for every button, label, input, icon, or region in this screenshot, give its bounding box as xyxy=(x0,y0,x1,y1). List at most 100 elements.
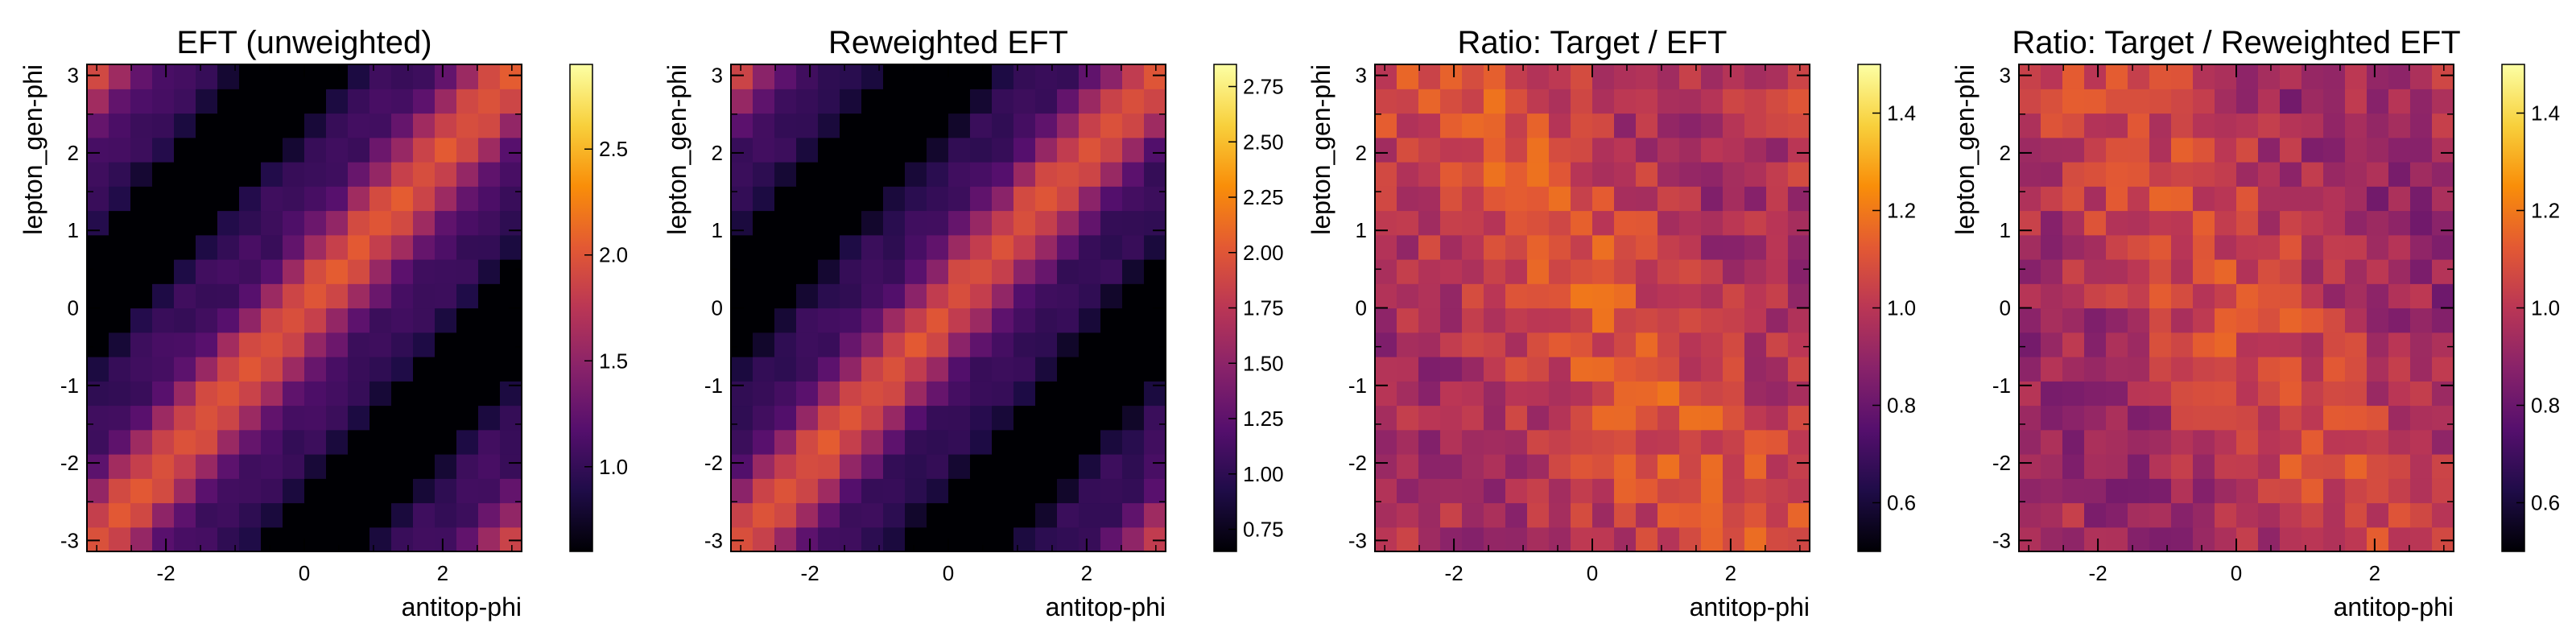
heatmap-cell xyxy=(2215,210,2237,236)
heatmap-cell xyxy=(1122,332,1145,357)
heatmap-cell xyxy=(1766,332,1789,357)
heatmap-cell xyxy=(1122,283,1145,309)
heatmap-cell xyxy=(2345,429,2368,455)
heatmap-cell xyxy=(217,162,240,187)
heatmap-cell xyxy=(1527,259,1550,284)
heatmap-cell xyxy=(883,137,906,163)
heatmap-cell xyxy=(1035,210,1058,236)
heatmap-cell xyxy=(1057,357,1080,382)
heatmap-cell xyxy=(1418,454,1441,479)
colorbar-tick-label: 1.4 xyxy=(1887,101,1916,126)
heatmap-cell xyxy=(905,283,927,309)
heatmap-cell xyxy=(2410,283,2433,309)
heatmap-cell xyxy=(1505,234,1528,260)
heatmap-cell xyxy=(1462,234,1484,260)
heatmap-cell xyxy=(2041,137,2063,163)
heatmap-cell xyxy=(152,283,175,309)
heatmap-cell xyxy=(2280,162,2302,187)
heatmap-cell xyxy=(2367,137,2389,163)
heatmap-cell xyxy=(2128,234,2150,260)
heatmap-cell xyxy=(2019,186,2041,212)
heatmap-cell xyxy=(1527,454,1550,479)
heatmap-cell xyxy=(1657,502,1680,528)
heatmap-cell xyxy=(1549,113,1571,138)
heatmap-cell xyxy=(500,332,522,357)
heatmap-cell xyxy=(1035,186,1058,212)
heatmap-cell xyxy=(500,526,522,552)
heatmap-cell xyxy=(1397,210,1419,236)
heatmap-cell xyxy=(753,454,775,479)
heatmap-cell xyxy=(2345,186,2368,212)
heatmap-cell xyxy=(1657,405,1680,431)
colorbar: 1.01.52.02.5 xyxy=(569,64,628,552)
heatmap-cell xyxy=(2323,283,2346,309)
heatmap-cell xyxy=(1549,429,1571,455)
heatmap-cell xyxy=(2258,526,2281,552)
heatmap-cell xyxy=(1571,308,1593,333)
heatmap-cell xyxy=(196,308,218,333)
heatmap-cell xyxy=(1375,234,1397,260)
heatmap-cell xyxy=(2367,332,2389,357)
heatmap-cell xyxy=(992,89,1014,114)
heatmap-cell xyxy=(2432,162,2454,187)
colorbar-tick-label: 1.75 xyxy=(1243,296,1284,320)
heatmap-cell xyxy=(1057,381,1080,407)
heatmap-cell xyxy=(1505,137,1528,163)
heatmap-cell xyxy=(1614,478,1637,504)
heatmap-cell xyxy=(774,308,797,333)
heatmap-cell xyxy=(391,308,414,333)
heatmap-cell xyxy=(2171,405,2194,431)
heatmap-cell xyxy=(1723,526,1745,552)
heatmap-cell xyxy=(369,210,392,236)
heatmap-cell xyxy=(435,137,457,163)
heatmap-cell xyxy=(2388,502,2411,528)
heatmap-cell xyxy=(261,234,283,260)
heatmap-cell xyxy=(796,283,819,309)
heatmap-cell xyxy=(883,234,906,260)
heatmap-cell xyxy=(1657,162,1680,187)
heatmap-cell xyxy=(1100,454,1123,479)
heatmap-cell xyxy=(261,357,283,382)
heatmap-cell xyxy=(905,381,927,407)
heatmap-cell xyxy=(1035,332,1058,357)
heatmap-cell xyxy=(87,186,109,212)
heatmap-cell xyxy=(1013,381,1036,407)
heatmap-cell xyxy=(130,64,153,89)
heatmap-cell xyxy=(2128,308,2150,333)
heatmap-cell xyxy=(174,283,196,309)
heatmap-cell xyxy=(456,308,479,333)
heatmap-cell xyxy=(369,405,392,431)
heatmap-cell xyxy=(456,332,479,357)
heatmap-cell xyxy=(731,454,753,479)
heatmap-cell xyxy=(2171,89,2194,114)
heatmap-cell xyxy=(2258,89,2281,114)
heatmap-cell xyxy=(2323,64,2346,89)
heatmap-cell xyxy=(1462,259,1484,284)
heatmap-cell xyxy=(992,478,1014,504)
heatmap-cell xyxy=(905,162,927,187)
heatmap-cell xyxy=(109,259,131,284)
heatmap-cell xyxy=(348,502,370,528)
heatmap-cell xyxy=(818,137,840,163)
heatmap-cell xyxy=(2106,259,2128,284)
heatmap-cell xyxy=(1527,113,1550,138)
heatmap-cell xyxy=(1788,283,1810,309)
heatmap-cell xyxy=(478,64,501,89)
heatmap-cell xyxy=(1079,234,1101,260)
heatmap-cell xyxy=(1701,429,1724,455)
heatmap-cell xyxy=(413,308,436,333)
heatmap-cell xyxy=(1013,478,1036,504)
heatmap-cell xyxy=(796,526,819,552)
heatmap-cell xyxy=(2432,526,2454,552)
heatmap-cell xyxy=(970,137,993,163)
heatmap-cell xyxy=(1549,186,1571,212)
heatmap-cell xyxy=(2388,64,2411,89)
heatmap-cell xyxy=(174,137,196,163)
heatmap-cell xyxy=(1788,478,1810,504)
heatmap-cell xyxy=(1701,162,1724,187)
heatmap-cell xyxy=(2084,526,2107,552)
heatmap-cell xyxy=(1375,478,1397,504)
heatmap-cell xyxy=(1144,357,1166,382)
heatmap-cell xyxy=(413,234,436,260)
heatmap-cell xyxy=(2193,137,2215,163)
